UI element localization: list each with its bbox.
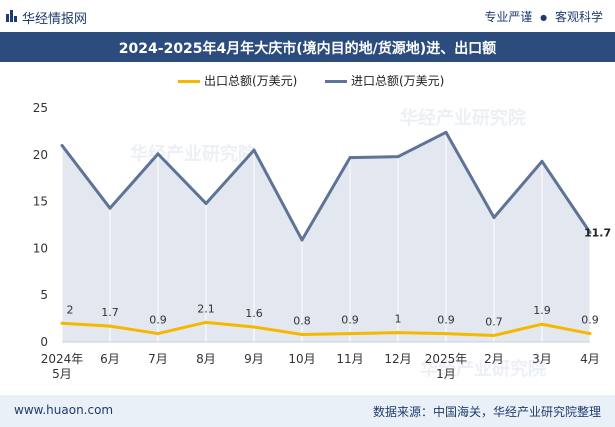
tagline-separator-icon: ● <box>540 13 548 22</box>
x-tick-label: 6月 <box>100 352 120 366</box>
import-point <box>300 238 304 242</box>
chart-title: 2024-2025年4月年大庆市(境内目的地/货源地)进、出口额 <box>118 41 497 57</box>
x-tick-label: 3月 <box>532 352 552 366</box>
export-point <box>588 332 592 336</box>
export-point <box>300 333 304 337</box>
footer-source: 数据来源：中国海关，华经产业研究院整理 <box>372 405 601 419</box>
import-area-fill <box>62 132 590 342</box>
import-point <box>348 156 352 160</box>
y-tick-label: 20 <box>33 148 48 162</box>
legend: 出口总额(万美元) 进口总额(万美元) <box>0 72 615 90</box>
export-point <box>108 324 112 328</box>
tagline: 专业严谨 ● 客观科学 <box>484 8 603 25</box>
export-point <box>348 332 352 336</box>
export-point <box>204 320 208 324</box>
export-point <box>492 333 496 337</box>
x-tick-label: 4月 <box>580 352 600 366</box>
export-data-label: 2 <box>67 303 74 316</box>
x-tick-label: 7月 <box>148 352 168 366</box>
import-point <box>444 130 448 134</box>
watermark: 华经产业研究院 <box>400 108 526 129</box>
import-series-line <box>60 130 592 242</box>
x-tick-label: 2024年 5月 <box>41 352 84 381</box>
tagline-left: 专业严谨 <box>484 10 533 24</box>
legend-item-import: 进口总额(万美元) <box>325 72 444 89</box>
legend-swatch-import <box>325 80 347 83</box>
export-data-label: 1.7 <box>101 306 119 319</box>
brand-name: 华经情报网 <box>22 12 88 27</box>
legend-label-import: 进口总额(万美元) <box>351 74 445 88</box>
export-data-label: 0.7 <box>485 315 503 328</box>
export-data-label: 0.9 <box>581 314 599 327</box>
export-point <box>60 321 64 325</box>
legend-label-export: 出口总额(万美元) <box>204 74 298 88</box>
import-point <box>252 148 256 152</box>
import-point <box>492 216 496 220</box>
chart-canvas: 0 5 10 15 20 25 2 1.7 0.9 2.1 1.6 0.8 0.9 1 0.9 0.7 1.9 0… <box>33 101 611 381</box>
footer-website[interactable]: www.huaon.com <box>14 403 114 417</box>
export-point <box>396 331 400 335</box>
export-data-label: 0.9 <box>437 314 455 327</box>
y-tick-label: 25 <box>33 101 48 115</box>
y-tick-label: 5 <box>40 288 48 302</box>
export-data-label: 0.8 <box>293 315 311 328</box>
export-point <box>252 325 256 329</box>
legend-swatch-export <box>178 80 200 83</box>
import-data-label: 11.7 <box>584 226 611 239</box>
watermark: 华经产业研究院 <box>420 359 546 380</box>
import-point <box>588 230 592 234</box>
x-tick-label: 11月 <box>336 352 363 366</box>
export-data-label: 1.9 <box>533 304 551 317</box>
import-point <box>540 159 544 163</box>
x-tick-label: 10月 <box>288 352 315 366</box>
x-tick-label: 12月 <box>384 352 411 366</box>
y-tick-label: 10 <box>33 241 48 255</box>
export-data-label: 0.9 <box>341 314 359 327</box>
export-point <box>444 332 448 336</box>
export-point <box>540 322 544 326</box>
footer: www.huaon.com 数据来源：中国海关，华经产业研究院整理 <box>0 395 615 427</box>
y-tick-label: 0 <box>40 335 48 349</box>
export-data-label: 2.1 <box>197 302 215 315</box>
import-point <box>156 152 160 156</box>
x-tick-label: 8月 <box>196 352 216 366</box>
x-tick-label: 2025年 1月 <box>425 352 468 381</box>
x-tick-label: 9月 <box>244 352 264 366</box>
export-series-line <box>61 320 591 337</box>
export-data-label: 1 <box>395 313 402 326</box>
title-bar: 2024-2025年4月年大庆市(境内目的地/货源地)进、出口额 <box>0 32 615 62</box>
import-point <box>60 143 64 147</box>
legend-item-export: 出口总额(万美元) <box>178 72 297 89</box>
tagline-right: 客观科学 <box>554 10 603 24</box>
brand-logo-icon <box>6 10 17 22</box>
export-point <box>156 332 160 336</box>
import-point <box>396 155 400 159</box>
export-data-label: 0.9 <box>149 314 167 327</box>
y-tick-label: 15 <box>33 195 48 209</box>
export-data-label: 1.6 <box>245 307 263 320</box>
top-bar: 华经情报网 专业严谨 ● 客观科学 <box>0 0 615 32</box>
import-point <box>204 201 208 205</box>
import-point <box>108 206 112 210</box>
x-tick-label: 2月 <box>484 352 504 366</box>
